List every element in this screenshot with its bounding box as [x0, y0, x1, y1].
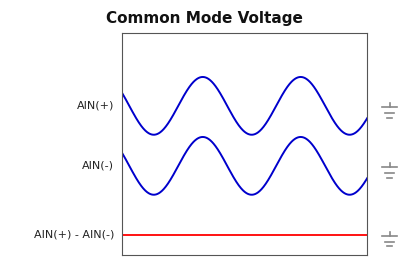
Text: Common Mode Voltage: Common Mode Voltage	[106, 11, 302, 26]
Text: AIN(-): AIN(-)	[82, 161, 114, 171]
Text: AIN(+) - AIN(-): AIN(+) - AIN(-)	[34, 230, 114, 240]
Text: AIN(+): AIN(+)	[77, 101, 114, 111]
